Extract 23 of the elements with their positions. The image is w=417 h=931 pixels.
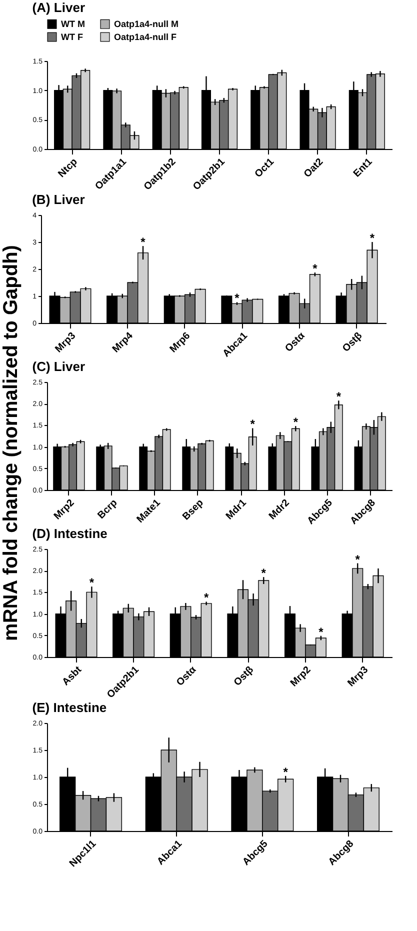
data-label: * [204,590,209,605]
chart-title: (C) Liver [32,359,86,374]
legend-label: WT M [61,19,85,30]
legend-label: WT F [61,32,84,42]
data-label: * [283,764,288,779]
data-label: * [261,566,266,580]
chart-title: (A) Liver [32,0,86,15]
chart-title: (E) Intestine [32,700,107,715]
data-label: * [140,235,146,250]
legend-label: Oatp1a4-null F [114,32,178,42]
chart-title: (B) Liver [32,192,85,207]
data-label: * [234,291,240,306]
data-label: * [318,624,324,639]
chart-title: (D) Intestine [32,526,108,541]
data-label: * [293,415,298,430]
data-label: * [89,576,94,590]
data-label: * [336,390,342,404]
data-label: * [250,417,256,432]
data-label: * [355,552,360,566]
data-label: * [370,231,375,245]
y-axis-title: mRNA fold change (normalized to Gapdh) [0,244,23,640]
legend-label: Oatp1a4-null M [114,19,179,30]
data-label: * [312,262,318,276]
